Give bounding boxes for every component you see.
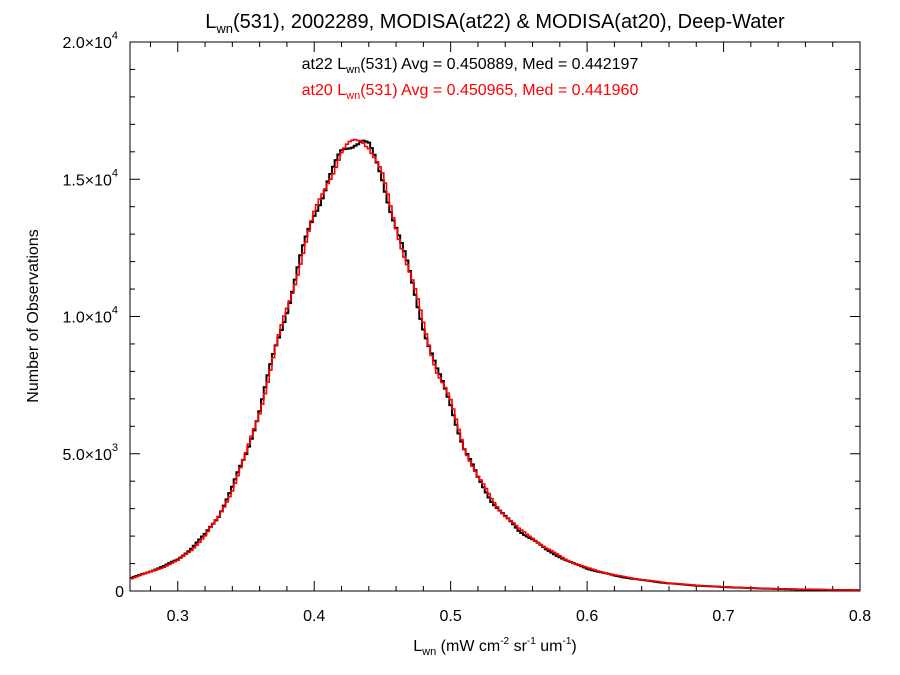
annotation-at20-post: (531) Avg = 0.450965, Med = 0.441960 — [360, 82, 638, 99]
x-tick-label-5: 0.8 — [849, 608, 871, 625]
x-tick-label-2: 0.5 — [440, 608, 462, 625]
x-axis-label-main: L — [413, 638, 422, 655]
chart-title-sub: wn — [215, 21, 233, 36]
x-axis-ticks: 0.3 0.4 0.5 0.6 0.7 0.8 — [149, 42, 871, 625]
x-axis-label-mid2: um — [536, 638, 563, 655]
annotation-at22-sub: wn — [345, 64, 360, 76]
series-line-at20 — [130, 138, 860, 591]
y-tick-label-4: 2.0×104 — [62, 30, 118, 52]
annotation-at20: at20 Lwn(531) Avg = 0.450965, Med = 0.44… — [302, 82, 639, 102]
y-tick-label-3: 1.5×104 — [62, 167, 118, 189]
x-axis-label-sup2: -1 — [527, 636, 536, 647]
x-tick-label-4: 0.7 — [712, 608, 734, 625]
x-axis-label: Lwn (mW cm-2 sr-1 um-1) — [413, 636, 576, 658]
x-tick-label-1: 0.4 — [303, 608, 325, 625]
x-axis-label-unit: (mW cm — [436, 638, 500, 655]
chart-title-main: L — [205, 11, 216, 33]
series-layer — [130, 138, 860, 592]
x-axis-label-sub: wn — [421, 646, 436, 658]
x-tick-label-0: 0.3 — [167, 608, 189, 625]
y-axis-ticks: 0 5.0×103 1.0×104 1.5×104 2.0×104 — [62, 30, 860, 601]
y-tick-label-1: 5.0×103 — [62, 442, 118, 464]
annotation-at20-sub: wn — [345, 90, 360, 102]
chart-title-rest: (531), 2002289, MODISA(at22) & MODISA(at… — [233, 11, 785, 33]
series-line-at22 — [130, 139, 860, 592]
annotation-at20-pre: at20 L — [302, 82, 347, 99]
annotation-at22: at22 Lwn(531) Avg = 0.450889, Med = 0.44… — [302, 56, 639, 76]
x-axis-label-sup3: -1 — [562, 636, 571, 647]
annotation-at22-pre: at22 L — [302, 56, 347, 73]
y-tick-label-2: 1.0×104 — [62, 305, 118, 327]
x-axis-label-close: ) — [571, 638, 576, 655]
y-axis-label: Number of Observations — [25, 229, 42, 402]
y-tick-label-0: 0 — [115, 584, 124, 601]
x-axis-label-sup1: -2 — [500, 636, 509, 647]
x-axis-label-mid1: sr — [509, 638, 527, 655]
x-tick-label-3: 0.6 — [576, 608, 598, 625]
chart-title: Lwn(531), 2002289, MODISA(at22) & MODISA… — [205, 11, 785, 36]
annotation-at22-post: (531) Avg = 0.450889, Med = 0.442197 — [360, 56, 638, 73]
